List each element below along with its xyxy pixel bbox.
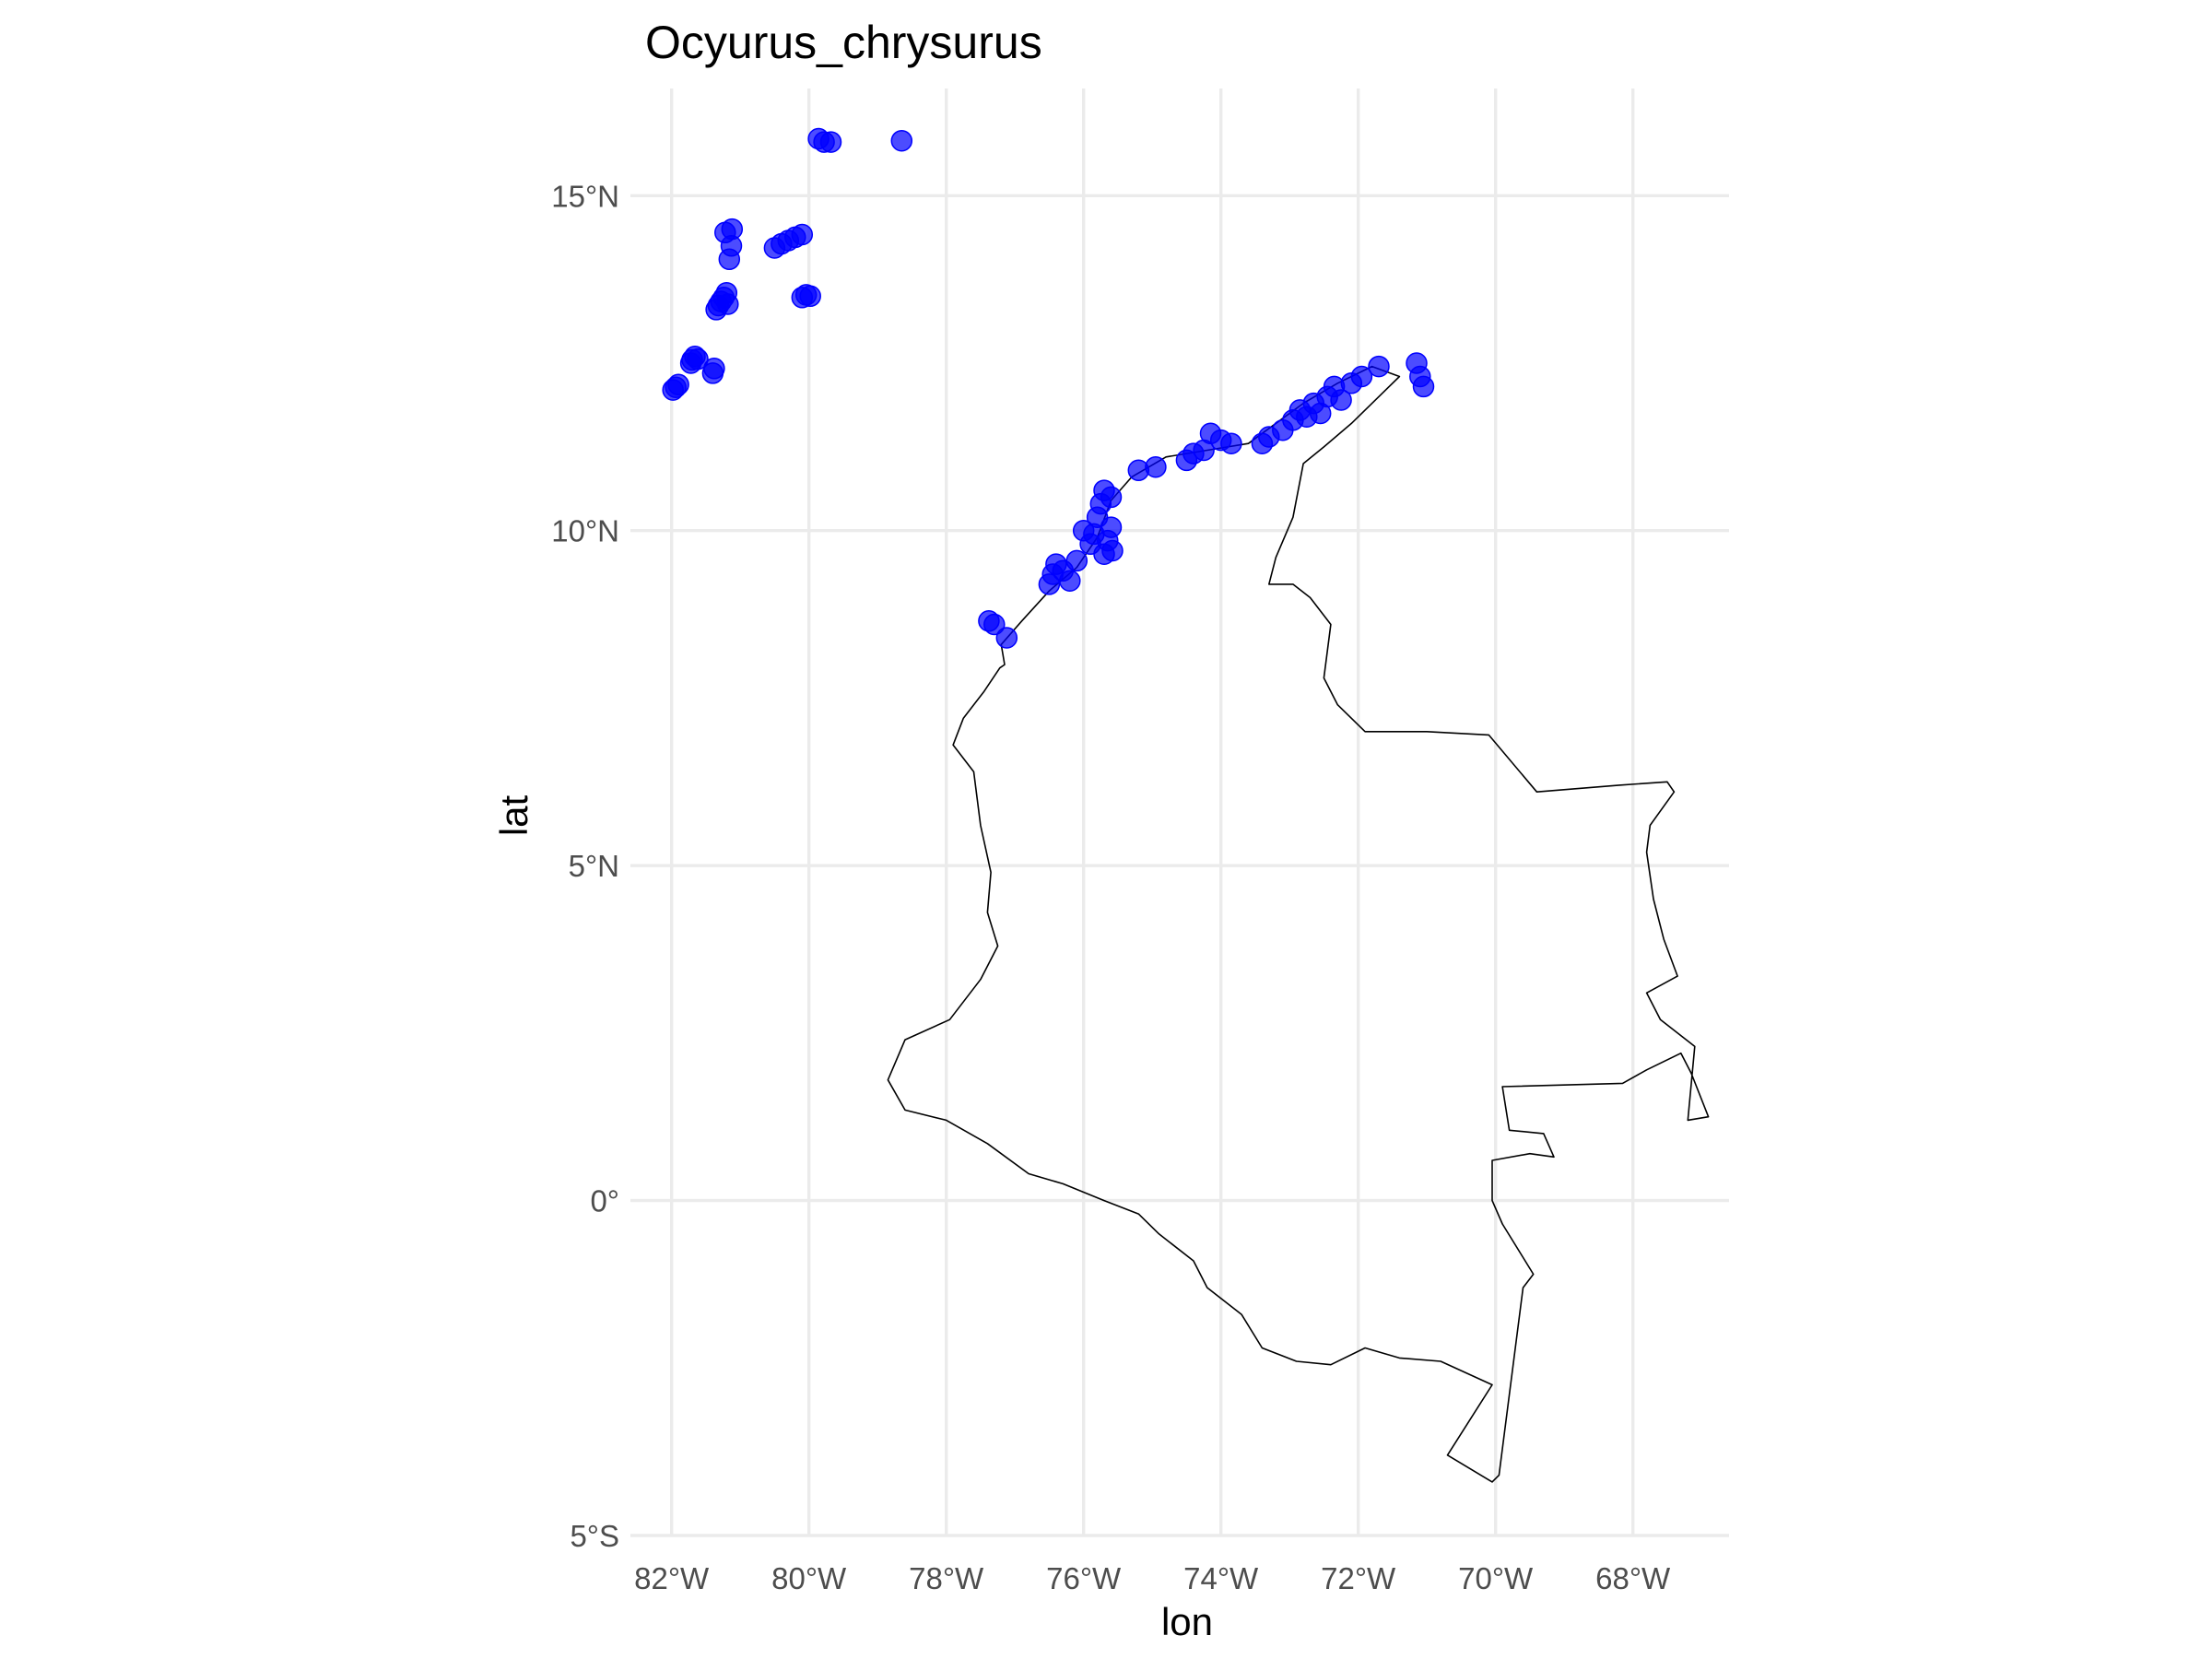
occurrence-point <box>720 235 743 257</box>
occurrence-point <box>1065 549 1088 572</box>
x-tick-label: 70°W <box>1458 1561 1534 1595</box>
occurrence-point <box>703 358 725 380</box>
occurrence-point <box>1100 516 1123 538</box>
x-axis-ticks: 82°W 80°W 78°W 76°W 74°W 72°W 70°W 68°W <box>634 1561 1671 1595</box>
occurrence-point <box>687 347 709 371</box>
x-tick-label: 78°W <box>909 1561 984 1595</box>
occurrence-point <box>791 223 814 246</box>
occurrence-point <box>717 293 739 315</box>
occurrence-point <box>1059 570 1081 592</box>
occurrence-point <box>1101 539 1124 562</box>
occurrence-point <box>799 285 821 308</box>
occurrence-point <box>995 627 1018 649</box>
grid-lines <box>630 88 1729 1537</box>
occurrence-point <box>1145 455 1167 478</box>
x-axis-title: lon <box>1161 1600 1213 1643</box>
y-tick-label: 10°N <box>551 514 619 548</box>
occurrence-point <box>1330 389 1352 411</box>
country-outline-layer <box>887 365 1710 1483</box>
y-tick-label: 15°N <box>551 179 619 213</box>
occurrence-point <box>819 131 842 153</box>
occurrence-point <box>983 613 1006 636</box>
occurrence-point <box>1100 486 1123 509</box>
occurrence-points <box>662 127 1435 649</box>
occurrence-point <box>1412 375 1435 398</box>
country-outline <box>887 365 1710 1483</box>
occurrence-point <box>1368 355 1390 378</box>
x-tick-label: 82°W <box>634 1561 710 1595</box>
x-tick-label: 68°W <box>1595 1561 1671 1595</box>
x-tick-label: 80°W <box>771 1561 847 1595</box>
y-tick-label: 5°S <box>570 1519 619 1553</box>
x-tick-label: 72°W <box>1321 1561 1396 1595</box>
y-tick-label: 0° <box>590 1184 619 1218</box>
occurrence-point <box>1350 365 1373 388</box>
y-tick-label: 5°N <box>569 849 619 883</box>
occurrence-point <box>1220 432 1242 454</box>
y-axis-ticks: 15°N 10°N 5°N 0° 5°S <box>551 179 619 1553</box>
occurrence-point <box>890 129 913 152</box>
x-tick-label: 76°W <box>1046 1561 1122 1595</box>
x-tick-label: 74°W <box>1183 1561 1259 1595</box>
y-axis-title: lat <box>492 794 535 836</box>
occurrence-point <box>667 373 689 396</box>
plot-title: Ocyurus_chrysurus <box>645 17 1042 68</box>
